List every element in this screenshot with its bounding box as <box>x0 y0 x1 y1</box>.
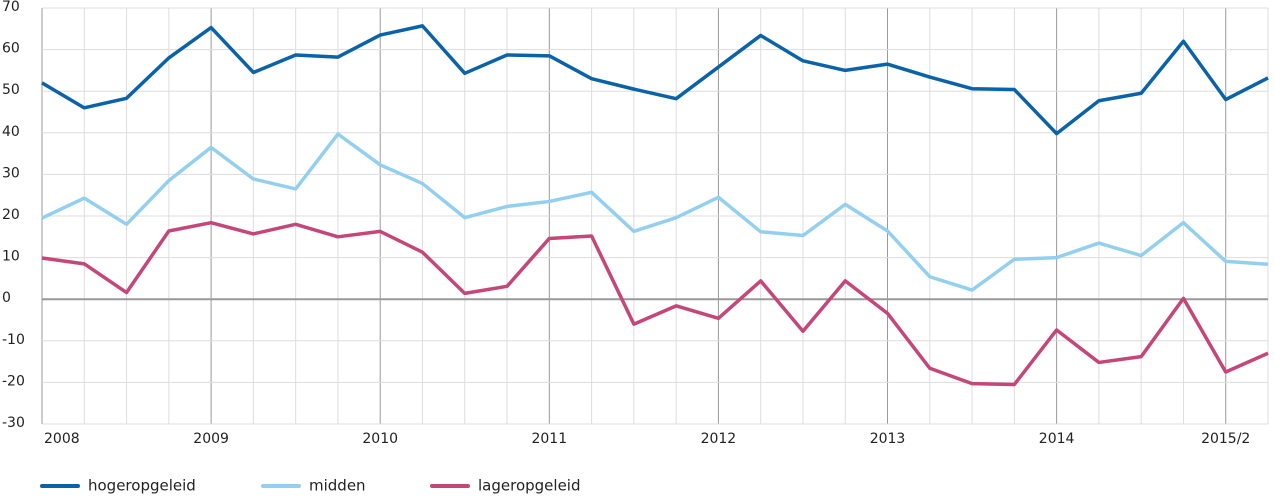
y-tick-label: 30 <box>2 165 20 181</box>
y-tick-label: 0 <box>2 290 11 306</box>
series-line <box>41 220 1269 387</box>
x-tick-label: 2012 <box>701 431 737 447</box>
y-tick-label: 60 <box>2 41 20 57</box>
y-tick-label: -10 <box>2 332 25 348</box>
y-tick-label: 50 <box>2 82 20 98</box>
x-tick-label: 2013 <box>870 431 906 447</box>
legend-label: hogeropgeleid <box>88 477 196 495</box>
x-tick-label: 2014 <box>1039 431 1075 447</box>
x-tick-label: 2008 <box>44 431 80 447</box>
x-tick-label: 2009 <box>193 431 229 447</box>
y-tick-label: 70 <box>2 0 20 15</box>
legend-label: midden <box>309 477 366 495</box>
y-tick-label: -30 <box>2 415 25 431</box>
y-tick-label: 10 <box>2 249 20 265</box>
x-tick-label: 2011 <box>531 431 567 447</box>
x-tick-label: 2015/2 <box>1201 431 1250 447</box>
legend-label: lageropgeleid <box>478 477 580 495</box>
x-tick-label: 2010 <box>362 431 398 447</box>
series-line <box>41 132 1269 292</box>
y-tick-label: 20 <box>2 207 20 223</box>
y-tick-label: 40 <box>2 124 20 140</box>
series-line <box>41 24 1269 136</box>
y-tick-label: -20 <box>2 373 25 389</box>
